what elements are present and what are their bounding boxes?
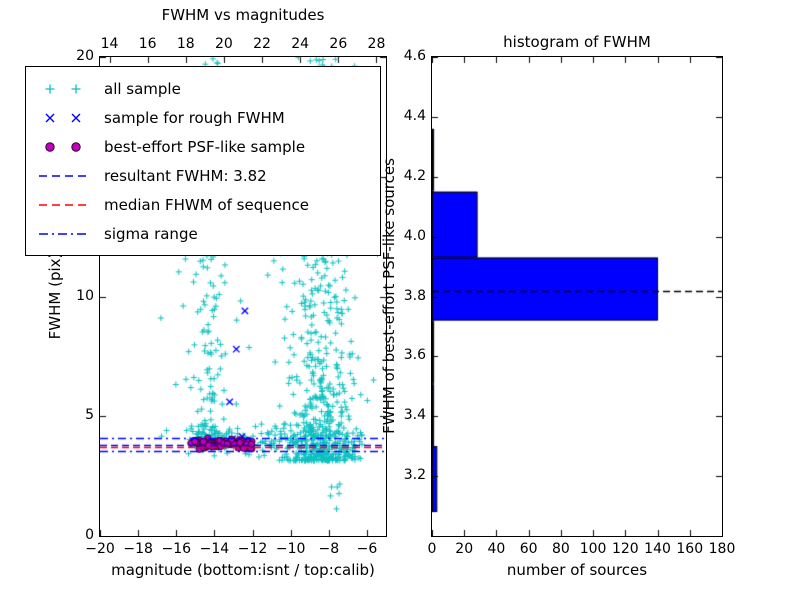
legend-line-dashdot-icon xyxy=(39,232,89,235)
legend-item: all sample xyxy=(36,74,374,103)
legend-item: resultant FWHM: 3.82 xyxy=(36,161,374,190)
left-top-x-tick-label: 22 xyxy=(253,36,271,52)
left-top-x-tick-label: 28 xyxy=(367,36,386,52)
left-y-axis-label: FWHM (pix) xyxy=(46,252,64,340)
right-x-tick-label: 160 xyxy=(676,541,704,557)
left-y-tick-label: 20 xyxy=(76,48,94,64)
right-y-axis-label: FWHM of best-effort PSF-like sources xyxy=(380,158,398,434)
right-x-tick-label: 40 xyxy=(487,541,506,557)
left-top-x-tick-label: 16 xyxy=(138,36,157,52)
legend-line-dashed-icon xyxy=(39,203,89,206)
left-x-tick-label: −18 xyxy=(123,541,153,557)
left-top-x-tick-label: 14 xyxy=(100,36,119,52)
legend-label: sigma range xyxy=(104,224,198,243)
legend-label: resultant FWHM: 3.82 xyxy=(104,166,267,185)
legend-label: all sample xyxy=(104,79,181,98)
legend-item: median FHWM of sequence xyxy=(36,190,374,219)
left-top-x-tick-label: 24 xyxy=(291,36,310,52)
right-y-tick-label: 3.2 xyxy=(403,467,426,484)
legend-line-dashed-icon xyxy=(39,174,89,177)
legend-item: sample for rough FWHM xyxy=(36,103,374,132)
legend-marker-circle-icon xyxy=(45,141,81,152)
left-chart-title: FWHM vs magnitudes xyxy=(161,6,325,24)
right-x-tick-label: 180 xyxy=(708,541,736,557)
right-y-tick-label: 4.4 xyxy=(403,107,426,124)
right-x-tick-label: 0 xyxy=(427,541,437,557)
left-top-x-tick-label: 18 xyxy=(176,36,195,52)
legend-label: best-effort PSF-like sample xyxy=(104,137,306,156)
left-x-tick-label: −16 xyxy=(161,541,192,557)
left-x-tick-label: −6 xyxy=(356,541,378,557)
right-y-tick-label: 4.6 xyxy=(403,48,426,64)
left-top-x-tick-label: 20 xyxy=(215,36,233,52)
legend-item: best-effort PSF-like sample xyxy=(36,132,374,161)
right-x-tick-label: 60 xyxy=(519,541,538,557)
right-x-axis-label: number of sources xyxy=(506,561,648,579)
legend-marker-x-icon xyxy=(45,113,81,122)
legend: all sample sample for rough FWHM best-effo… xyxy=(25,66,381,256)
left-x-tick-label: −8 xyxy=(318,541,340,557)
left-y-tick-label: 5 xyxy=(85,407,94,424)
right-x-tick-label: 140 xyxy=(644,541,671,557)
right-x-tick-label: 120 xyxy=(611,541,639,557)
right-x-tick-label: 80 xyxy=(551,541,570,557)
left-x-axis-label: magnitude (bottom:isnt / top:calib) xyxy=(111,561,375,579)
left-x-tick-label: −10 xyxy=(275,541,306,557)
right-chart-title: histogram of FWHM xyxy=(503,33,651,51)
left-y-tick-label: 0 xyxy=(85,527,94,543)
legend-label: median FHWM of sequence xyxy=(104,195,309,214)
left-x-tick-label: −12 xyxy=(237,541,268,557)
legend-marker-plus-icon xyxy=(45,84,81,93)
right-x-tick-label: 20 xyxy=(455,541,474,557)
right-x-tick-label: 100 xyxy=(579,541,607,557)
histogram-plot-area xyxy=(431,56,723,537)
left-top-x-tick-label: 26 xyxy=(329,36,348,52)
legend-label: sample for rough FWHM xyxy=(104,108,285,127)
histogram-canvas xyxy=(432,57,722,536)
left-x-tick-label: −14 xyxy=(199,541,230,557)
left-x-tick-label: −20 xyxy=(85,541,115,557)
legend-item: sigma range xyxy=(36,219,374,248)
